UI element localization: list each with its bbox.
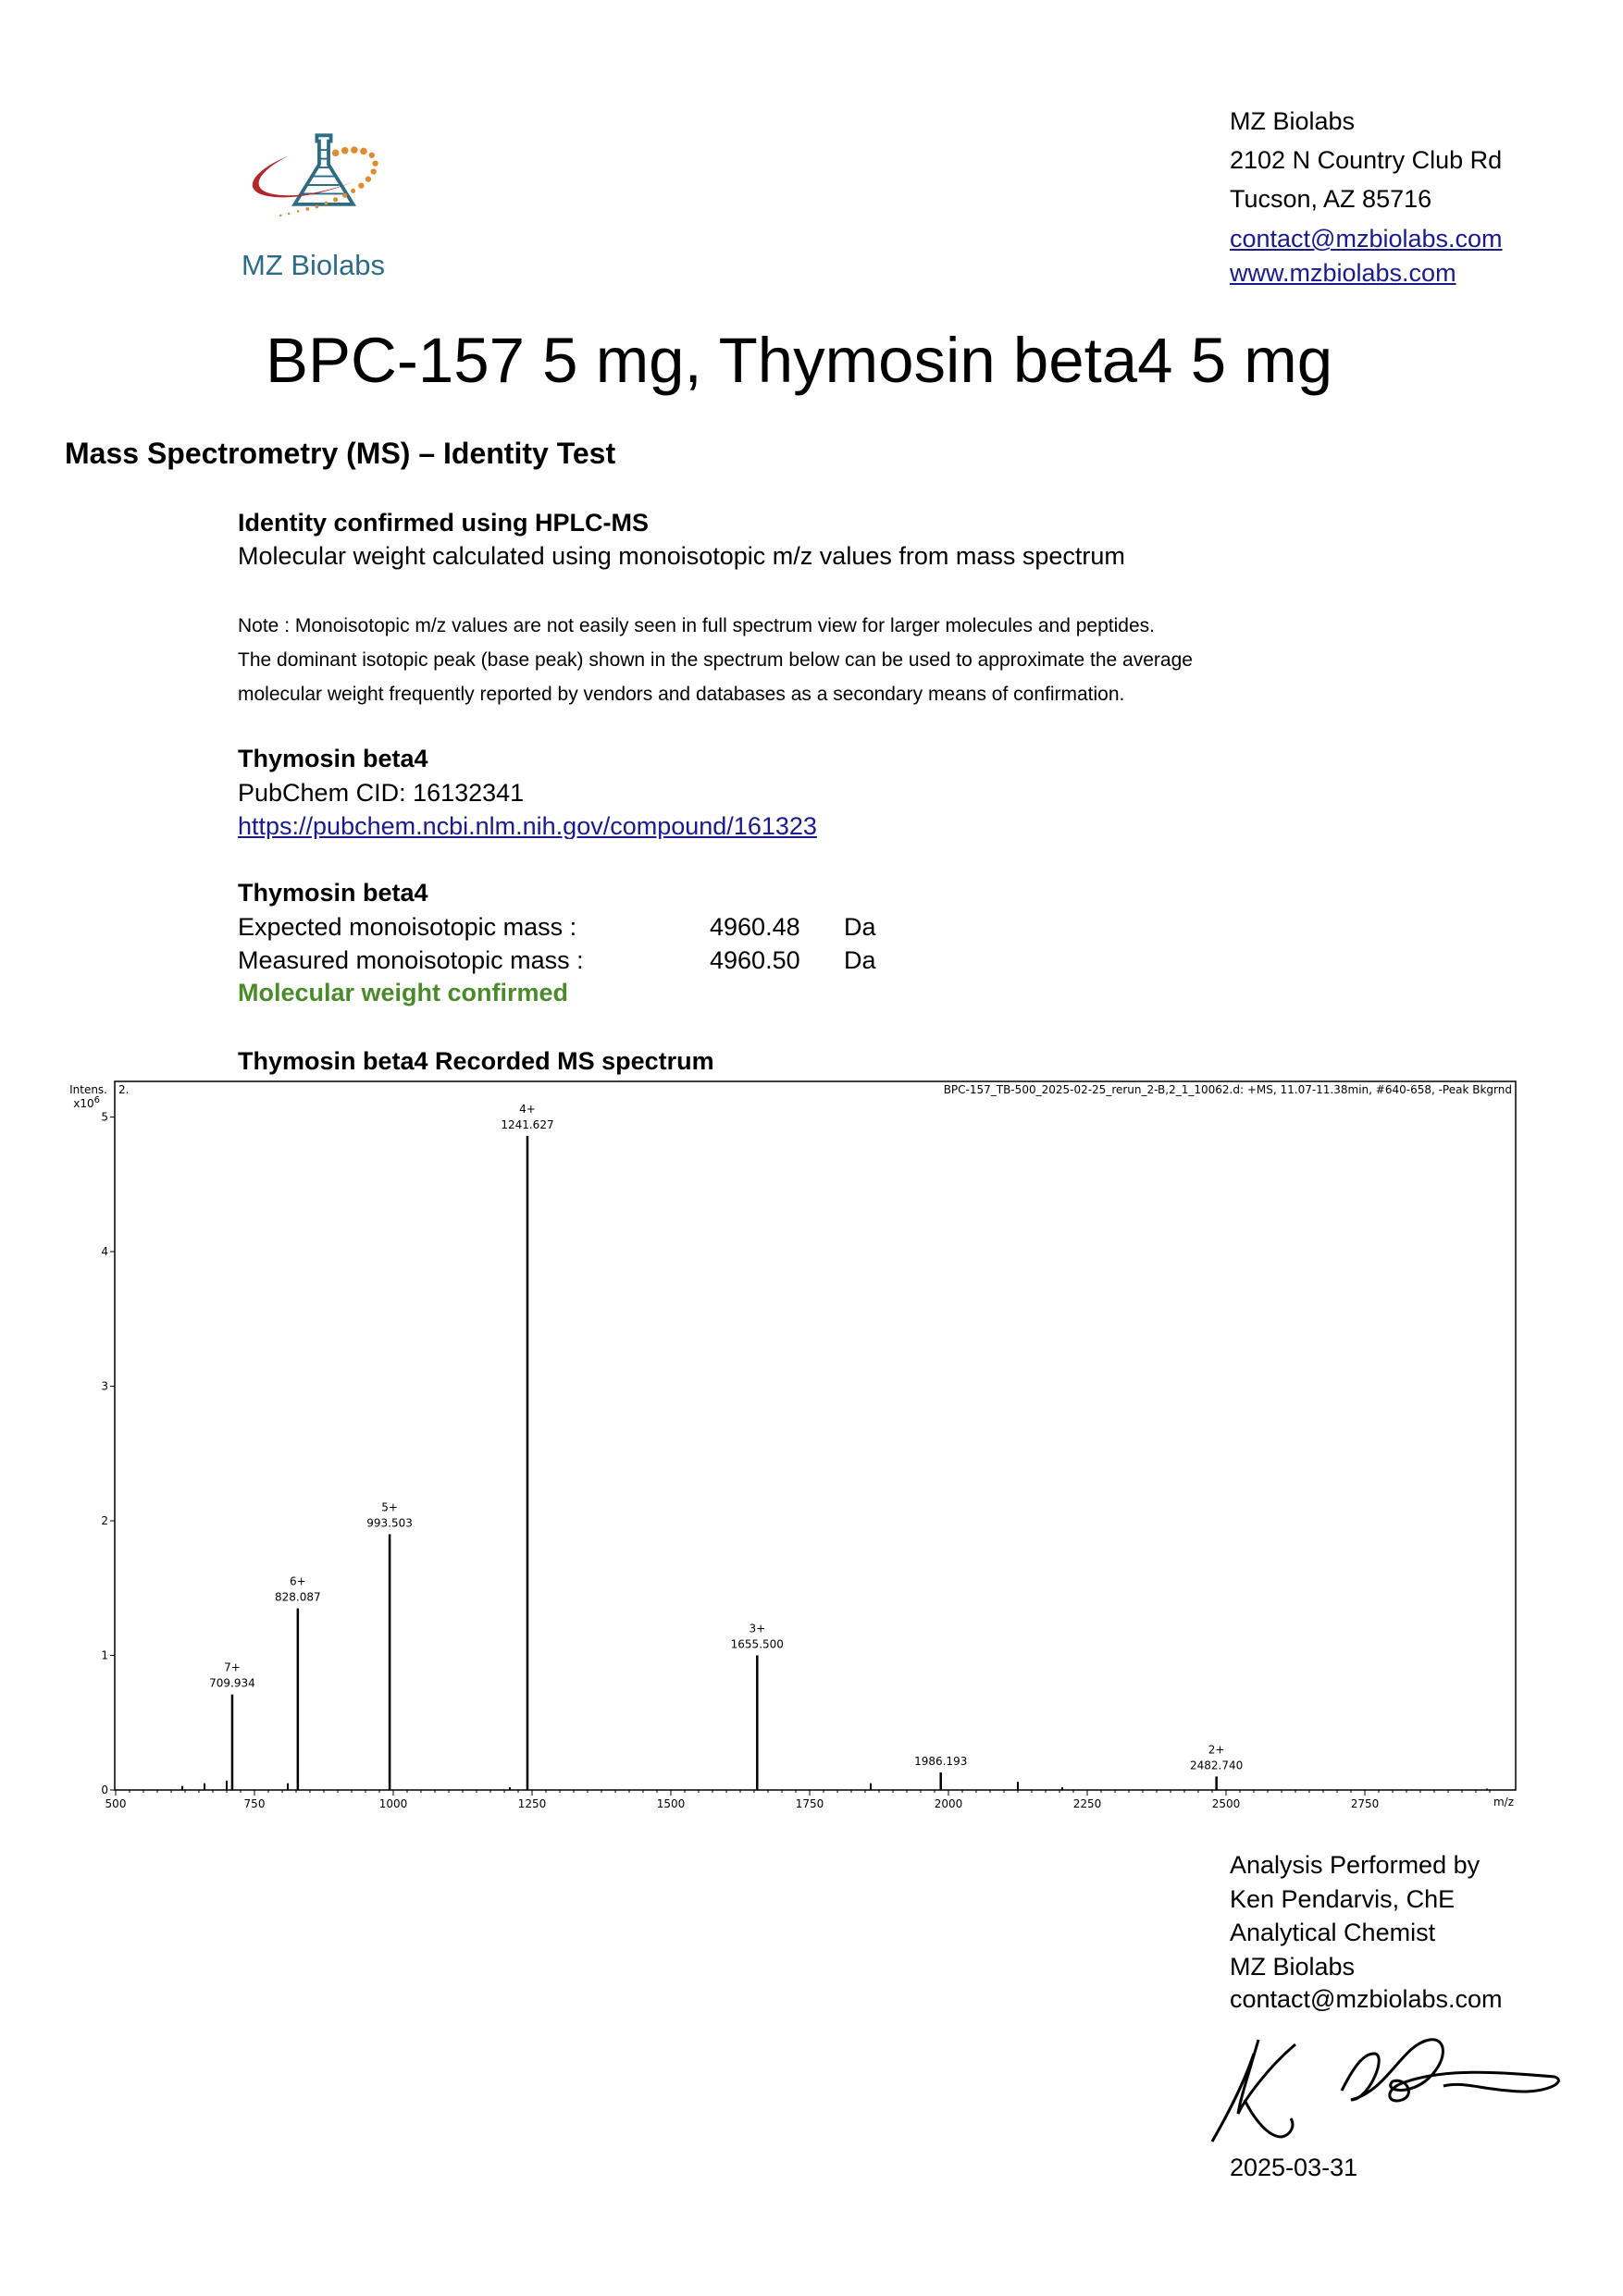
peak-charge-label: 5+: [381, 1501, 398, 1514]
peak-mz-label: 2482.740: [1190, 1759, 1243, 1771]
measured-mass-label: Measured monoisotopic mass :: [238, 946, 584, 974]
x-tick-label: 1250: [518, 1797, 547, 1810]
measured-mass-unit: Da: [844, 946, 876, 974]
expected-mass-value: 4960.48: [710, 913, 800, 941]
company-city: Tucson, AZ 85716: [1230, 185, 1432, 213]
note-line: Note : Monoisotopic m/z values are not e…: [238, 615, 1155, 636]
mass-compound-name: Thymosin beta4: [238, 879, 428, 907]
note-line: The dominant isotopic peak (base peak) s…: [238, 649, 1193, 671]
company-website-link[interactable]: www.mzbiolabs.com: [1230, 259, 1456, 287]
y-tick-label: 1: [101, 1649, 108, 1662]
peak-charge-label: 4+: [519, 1103, 536, 1116]
company-street: 2102 N Country Club Rd: [1230, 146, 1503, 174]
footer-email: contact@mzbiolabs.com: [1230, 1985, 1503, 2013]
peak-charge-label: 3+: [749, 1623, 765, 1636]
peak-mz-label: 1241.627: [501, 1118, 553, 1131]
y-tick-label: 2: [101, 1514, 108, 1527]
y-tick-label: 0: [101, 1784, 108, 1796]
plot-frame: [114, 1080, 1517, 1791]
x-tick-label: 2750: [1351, 1797, 1380, 1810]
x-tick-label: 2250: [1073, 1797, 1102, 1810]
x-tick-label: 1750: [796, 1797, 824, 1810]
expected-mass-label: Expected monoisotopic mass :: [238, 913, 577, 941]
peak-mz-label: 1655.500: [731, 1638, 784, 1651]
y-scale-label: x106: [73, 1095, 100, 1110]
flask-logo-icon: [252, 133, 378, 217]
company-name: MZ Biolabs: [1230, 107, 1356, 135]
result-confirmed: Molecular weight confirmed: [238, 979, 569, 1006]
spectrum-title: Thymosin beta4 Recorded MS spectrum: [238, 1047, 714, 1075]
report-date: 2025-03-31: [1230, 2154, 1358, 2181]
x-tick-label: 750: [244, 1797, 266, 1810]
analyst-name: Ken Pendarvis, ChE: [1230, 1885, 1456, 1913]
y-tick-label: 5: [101, 1111, 108, 1124]
x-tick-label: 1500: [657, 1797, 686, 1810]
identity-subtext: Molecular weight calculated using monois…: [238, 542, 1125, 570]
x-tick-label: 2000: [935, 1797, 963, 1810]
y-tick-label: 4: [101, 1245, 108, 1258]
section-heading: Mass Spectrometry (MS) – Identity Test: [65, 437, 616, 470]
x-tick-label: 500: [105, 1797, 127, 1810]
peak-mz-label: 993.503: [366, 1517, 413, 1530]
note-line: molecular weight frequently reported by …: [238, 684, 1125, 705]
company-logo: MZ Biolabs: [236, 130, 412, 281]
x-tick-label: 2500: [1212, 1797, 1241, 1810]
peak-charge-label: 2+: [1208, 1743, 1225, 1756]
x-tick-label: 1000: [379, 1797, 408, 1810]
spectrum-header: BPC-157_TB-500_2025-02-25_rerun_2-B,2_1_…: [944, 1083, 1512, 1096]
ms-spectrum-chart: Intens. x106 2. BPC-157_TB-500_2025-02-2…: [69, 1080, 1517, 1810]
logo-text: MZ Biolabs: [242, 249, 386, 281]
peak-mz-label: 709.934: [209, 1677, 255, 1690]
company-email-link[interactable]: contact@mzbiolabs.com: [1230, 225, 1503, 253]
peak-charge-label: 7+: [224, 1661, 241, 1674]
peak-charge-label: 6+: [290, 1575, 306, 1588]
identity-heading: Identity confirmed using HPLC-MS: [238, 509, 650, 537]
expected-mass-unit: Da: [844, 913, 876, 941]
footer-company: MZ Biolabs: [1230, 1953, 1356, 1981]
pubchem-cid: PubChem CID: 16132341: [238, 779, 525, 807]
panel-label: 2.: [118, 1083, 129, 1096]
footer-line: Analysis Performed by: [1230, 1851, 1481, 1879]
analyst-title: Analytical Chemist: [1230, 1919, 1436, 1946]
pubchem-link[interactable]: https://pubchem.ncbi.nlm.nih.gov/compoun…: [238, 814, 817, 839]
peak-mz-label: 828.087: [275, 1591, 321, 1604]
peak-mz-label: 1986.193: [914, 1755, 967, 1768]
page-title: BPC-157 5 mg, Thymosin beta4 5 mg: [266, 325, 1333, 396]
x-axis-label: m/z: [1493, 1796, 1514, 1808]
y-axis-label: Intens.: [69, 1083, 107, 1096]
signature-image: [1210, 2038, 1560, 2142]
compound-name: Thymosin beta4: [238, 745, 428, 772]
y-tick-label: 3: [101, 1380, 108, 1393]
measured-mass-value: 4960.50: [710, 946, 800, 974]
